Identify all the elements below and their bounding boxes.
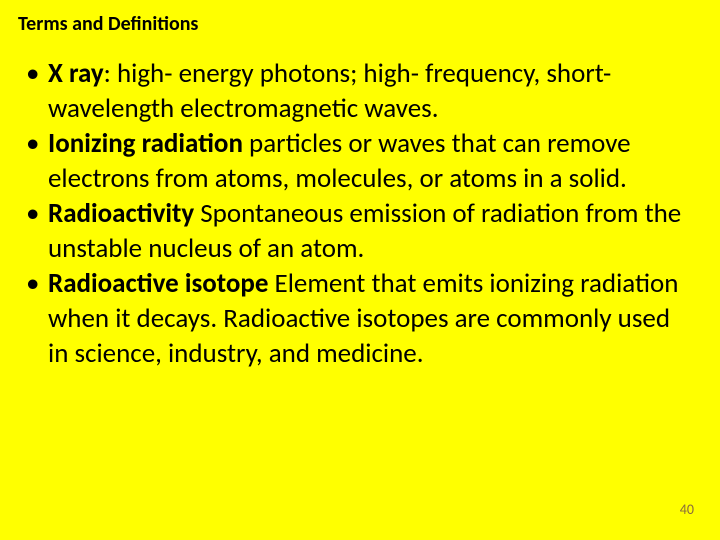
term: Radioactivity — [48, 197, 194, 230]
page-number: 40 — [680, 501, 694, 518]
term: Ionizing radiation — [48, 127, 243, 160]
list-item: Radioactivity Spontaneous emission of ra… — [22, 196, 690, 266]
term: X ray — [48, 57, 104, 90]
bullet-list: X ray: high- energy photons; high- frequ… — [22, 56, 690, 371]
slide-title: Terms and Definitions — [0, 0, 720, 42]
list-item: Radioactive isotope Element that emits i… — [22, 266, 690, 371]
list-item: Ionizing radiation particles or waves th… — [22, 126, 690, 196]
list-item: X ray: high- energy photons; high- frequ… — [22, 56, 690, 126]
slide-body: X ray: high- energy photons; high- frequ… — [0, 42, 720, 371]
definition: high- energy photons; high- frequency, s… — [48, 57, 611, 125]
term-sep: : — [104, 57, 117, 90]
term: Radioactive isotope — [48, 267, 268, 300]
slide: Terms and Definitions X ray: high- energ… — [0, 0, 720, 540]
